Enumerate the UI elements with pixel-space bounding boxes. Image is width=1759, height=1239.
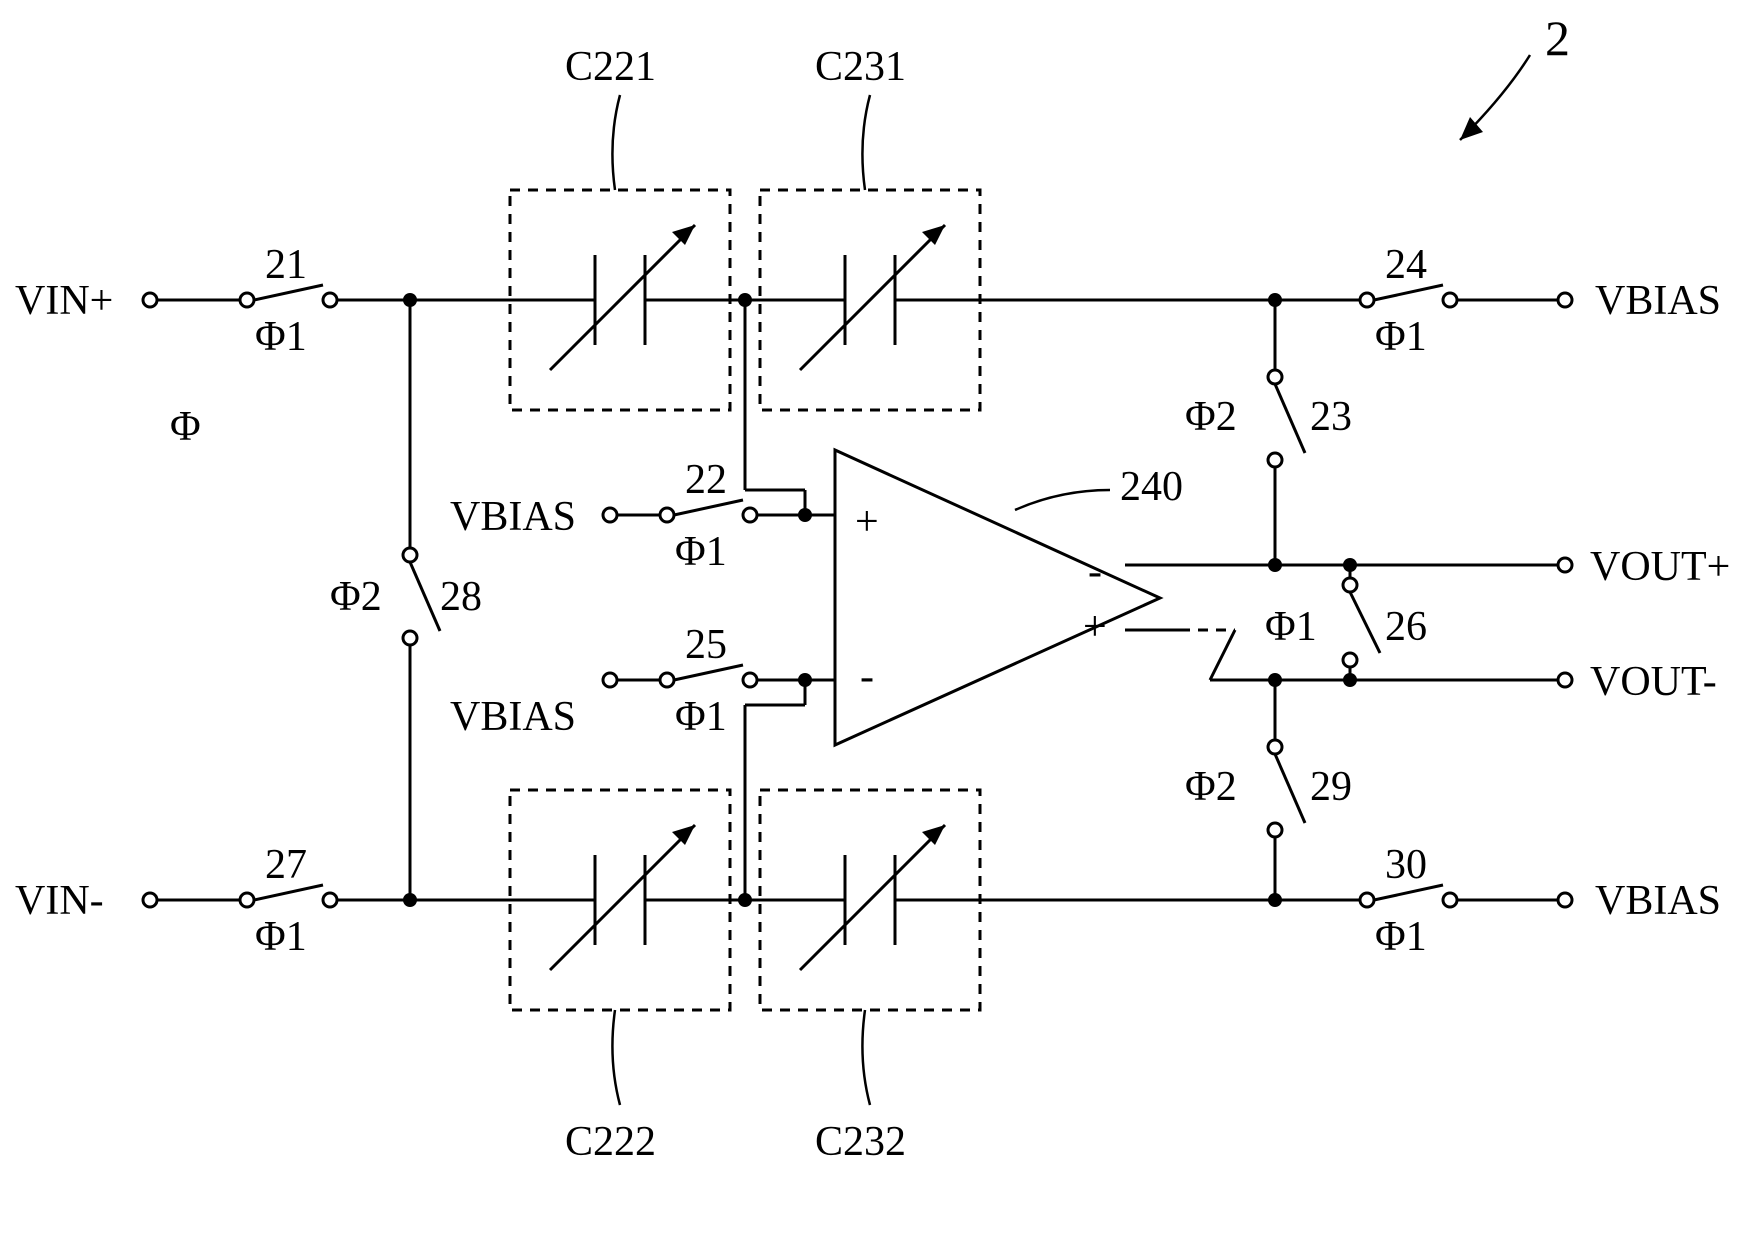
switch-27: 27 Φ1 <box>240 842 337 960</box>
cap-c222: C222 <box>510 790 730 1165</box>
circuit-diagram: VIN+ 21 Φ1 C221 C231 <box>0 0 1759 1239</box>
svg-text:21: 21 <box>265 242 307 288</box>
figure-id: 2 <box>1460 10 1570 140</box>
vbias-left-top-label: VBIAS <box>450 494 576 540</box>
svg-text:26: 26 <box>1385 604 1427 650</box>
vout-plus-label: VOUT+ <box>1590 544 1730 590</box>
svg-text:27: 27 <box>265 842 307 888</box>
svg-text:Φ2: Φ2 <box>330 574 382 620</box>
svg-text:Φ1: Φ1 <box>255 314 307 360</box>
cap-c231: C231 <box>760 44 980 410</box>
switch-30: 30 Φ1 <box>1360 842 1457 960</box>
svg-text:-: - <box>1088 549 1102 595</box>
svg-text:23: 23 <box>1310 394 1352 440</box>
svg-text:C222: C222 <box>565 1119 656 1165</box>
svg-text:C232: C232 <box>815 1119 906 1165</box>
svg-text:+: + <box>855 499 879 545</box>
vout-minus-label: VOUT- <box>1590 659 1717 705</box>
switch-28: Φ2 28 <box>330 548 482 645</box>
svg-text:Φ1: Φ1 <box>675 529 727 575</box>
svg-text:Φ1: Φ1 <box>1265 604 1317 650</box>
svg-text:22: 22 <box>685 457 727 503</box>
svg-text:-: - <box>860 654 874 700</box>
svg-text:30: 30 <box>1385 842 1427 888</box>
phi-label: Φ <box>170 404 201 450</box>
cap-c232: C232 <box>760 790 980 1165</box>
cap-c221: C221 <box>510 44 730 410</box>
svg-text:Φ1: Φ1 <box>1375 914 1427 960</box>
switch-22: 22 Φ1 <box>660 457 757 575</box>
svg-text:Φ2: Φ2 <box>1185 764 1237 810</box>
switch-24: 24 Φ1 <box>1360 242 1457 360</box>
svg-text:28: 28 <box>440 574 482 620</box>
vin-minus-label: VIN- <box>15 878 104 924</box>
switch-23: Φ2 23 <box>1185 370 1352 467</box>
svg-text:Φ1: Φ1 <box>1375 314 1427 360</box>
svg-text:C231: C231 <box>815 44 906 90</box>
svg-text:Φ1: Φ1 <box>255 914 307 960</box>
svg-text:Φ1: Φ1 <box>675 694 727 740</box>
svg-text:29: 29 <box>1310 764 1352 810</box>
op-amp: + - - + 240 <box>835 450 1183 745</box>
svg-text:Φ2: Φ2 <box>1185 394 1237 440</box>
svg-text:C221: C221 <box>565 44 656 90</box>
vbias-right-top-label: VBIAS <box>1595 278 1721 324</box>
svg-text:24: 24 <box>1385 242 1427 288</box>
switch-26: Φ1 26 <box>1265 565 1427 680</box>
vbias-left-bot-label: VBIAS <box>450 694 576 740</box>
switch-25: 25 Φ1 <box>660 622 757 740</box>
switch-29: Φ2 29 <box>1185 740 1352 837</box>
vin-plus-label: VIN+ <box>15 278 113 324</box>
switch-21: 21 Φ1 <box>240 242 337 360</box>
svg-text:240: 240 <box>1120 464 1183 510</box>
svg-text:2: 2 <box>1545 10 1570 66</box>
vbias-right-bot-label: VBIAS <box>1595 878 1721 924</box>
svg-text:25: 25 <box>685 622 727 668</box>
svg-text:+: + <box>1083 604 1107 650</box>
